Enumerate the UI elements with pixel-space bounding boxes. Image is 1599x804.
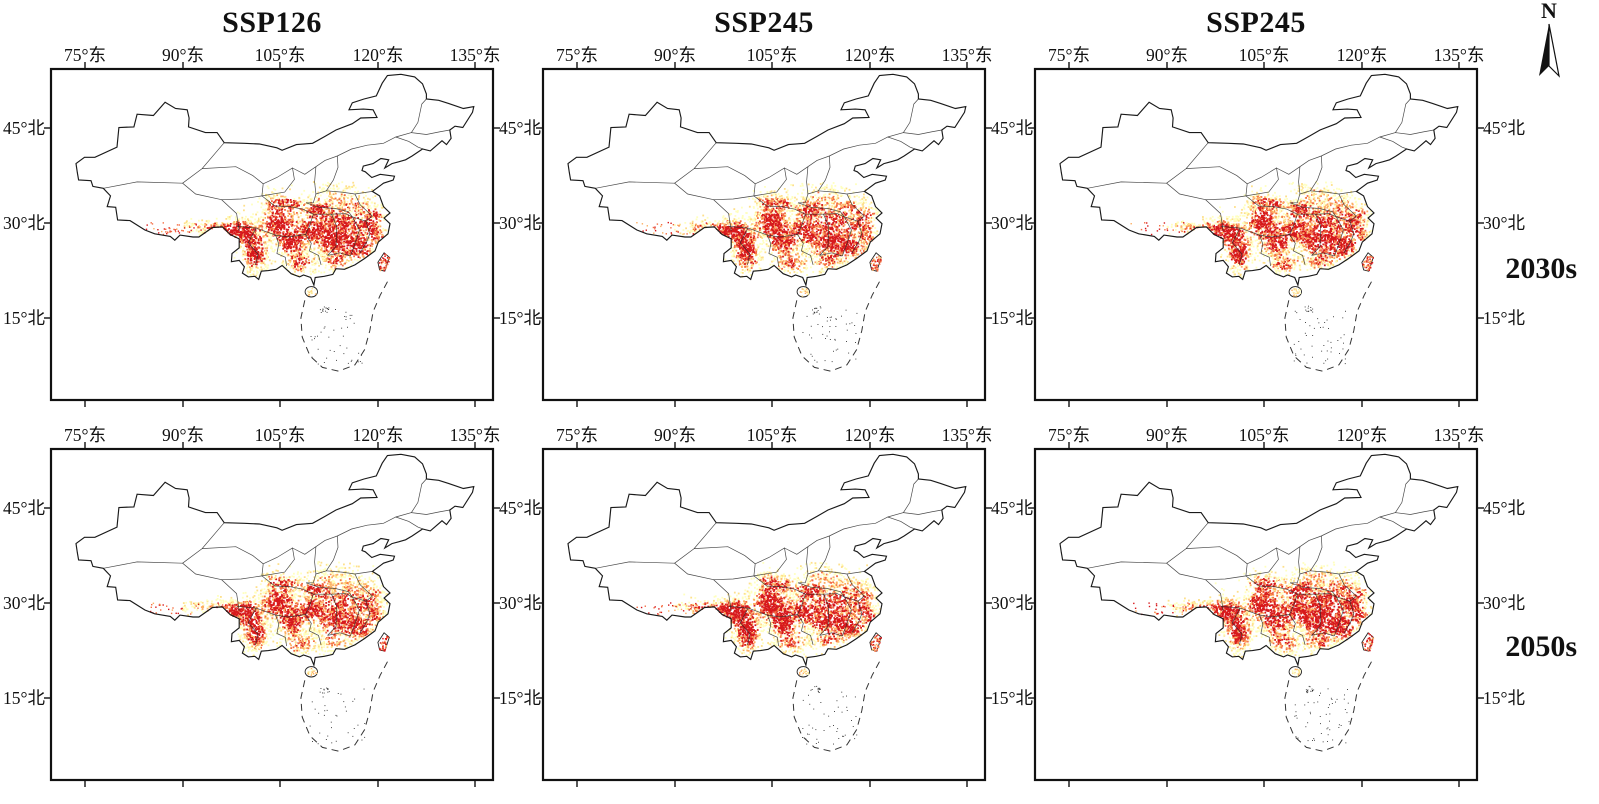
latitude-axis-left: 45°北 30°北 15°北 <box>1 448 47 781</box>
longitude-axis: 75°东 90°东 105°东 120°东 135°东 <box>50 422 500 448</box>
lat-tick-label: 15°北 <box>499 688 541 708</box>
map-panel-ssp245b-2030s: SSP245 75°东 90°东 105°东 120°东 135°东 45°北 … <box>1028 4 1525 407</box>
longitude-axis: 75°东 90°东 105°东 120°东 135°东 <box>50 42 500 68</box>
map-frame: 45°北 30°北 15°北 45°北 30°北 15°北 <box>3 442 541 787</box>
lat-tick-label: 30°北 <box>991 213 1033 233</box>
latitude-axis-right: 45°北 30°北 15°北 <box>989 68 1035 401</box>
map-frame: 45°北 30°北 15°北 <box>1028 442 1525 787</box>
panel-title: SSP245 <box>1034 4 1478 42</box>
lon-tick-label: 135°东 <box>1434 42 1485 67</box>
lon-tick-label: 120°东 <box>1337 42 1388 67</box>
map-row-2050s: 75°东 90°东 105°东 120°东 135°东 45°北 30°北 15… <box>3 422 1525 787</box>
north-arrow-icon <box>1539 23 1560 78</box>
lon-tick-label: 120°东 <box>845 422 896 447</box>
longitude-axis: 75°东 90°东 105°东 120°东 135°东 <box>542 42 992 68</box>
lon-tick-label: 120°东 <box>353 42 404 67</box>
latitude-axis-right: 45°北 30°北 15°北 <box>989 448 1035 781</box>
china-map <box>536 442 992 787</box>
lon-tick-label: 90°东 <box>1146 42 1188 67</box>
row-label-2050s: 2050s <box>1505 630 1577 664</box>
lon-tick-label: 135°东 <box>942 42 993 67</box>
lat-tick-label: 15°北 <box>991 308 1033 328</box>
map-panel-ssp126-2030s: SSP126 75°东 90°东 105°东 120°东 135°东 45°北 … <box>3 4 541 407</box>
lon-tick-label: 75°东 <box>556 422 598 447</box>
lat-tick-label: 15°北 <box>991 688 1033 708</box>
lon-tick-label: 90°东 <box>654 422 696 447</box>
lat-tick-label: 45°北 <box>3 118 45 138</box>
lon-tick-label: 105°东 <box>747 422 798 447</box>
lon-tick-label: 120°东 <box>845 42 896 67</box>
lat-tick-label: 15°北 <box>1483 308 1525 328</box>
china-map <box>44 62 500 407</box>
lat-tick-label: 45°北 <box>3 498 45 518</box>
lon-tick-label: 75°东 <box>64 422 106 447</box>
map-panel-ssp245-2030s: SSP245 75°东 90°东 105°东 120°东 135°东 45°北 … <box>536 4 1033 407</box>
lat-tick-label: 15°北 <box>3 688 45 708</box>
lon-tick-label: 135°东 <box>942 422 993 447</box>
lat-tick-label: 30°北 <box>991 593 1033 613</box>
lat-tick-label: 45°北 <box>991 498 1033 518</box>
map-frame: 45°北 30°北 15°北 <box>1028 62 1525 407</box>
china-map <box>1028 62 1484 407</box>
map-frame: 45°北 30°北 15°北 <box>536 62 1033 407</box>
map-frame: 45°北 30°北 15°北 45°北 30°北 15°北 <box>3 62 541 407</box>
lon-tick-label: 90°东 <box>162 42 204 67</box>
longitude-axis: 75°东 90°东 105°东 120°东 135°东 <box>542 422 992 448</box>
lon-tick-label: 105°东 <box>255 422 306 447</box>
lon-tick-label: 105°东 <box>255 42 306 67</box>
lon-tick-label: 120°东 <box>1337 422 1388 447</box>
lon-tick-label: 75°东 <box>1048 422 1090 447</box>
lat-tick-label: 45°北 <box>1483 498 1525 518</box>
lat-tick-label: 15°北 <box>1483 688 1525 708</box>
lat-tick-label: 30°北 <box>499 213 541 233</box>
panel-title: SSP126 <box>50 4 494 42</box>
lat-tick-label: 45°北 <box>499 498 541 518</box>
map-frame: 45°北 30°北 15°北 <box>536 442 1033 787</box>
lat-tick-label: 30°北 <box>499 593 541 613</box>
lat-tick-label: 45°北 <box>499 118 541 138</box>
lat-tick-label: 30°北 <box>1483 213 1525 233</box>
map-panel-ssp245b-2050s: 75°东 90°东 105°东 120°东 135°东 45°北 30°北 15… <box>1028 422 1525 787</box>
north-label: N <box>1529 0 1569 22</box>
lon-tick-label: 75°东 <box>556 42 598 67</box>
latitude-axis-right: 45°北 30°北 15°北 <box>1481 448 1527 781</box>
latitude-axis-right: 45°北 30°北 15°北 <box>1481 68 1527 401</box>
lon-tick-label: 75°东 <box>64 42 106 67</box>
lon-tick-label: 90°东 <box>654 42 696 67</box>
panel-title: SSP245 <box>542 4 986 42</box>
lon-tick-label: 105°东 <box>1239 42 1290 67</box>
row-label-2030s: 2030s <box>1505 252 1577 286</box>
lon-tick-label: 90°东 <box>1146 422 1188 447</box>
lat-tick-label: 30°北 <box>3 213 45 233</box>
latitude-axis-right: 45°北 30°北 15°北 <box>497 448 543 781</box>
lon-tick-label: 135°东 <box>450 422 501 447</box>
lat-tick-label: 45°北 <box>1483 118 1525 138</box>
lon-tick-label: 105°东 <box>747 42 798 67</box>
lat-tick-label: 30°北 <box>1483 593 1525 613</box>
china-map <box>1028 442 1484 787</box>
map-panel-ssp126-2050s: 75°东 90°东 105°东 120°东 135°东 45°北 30°北 15… <box>3 422 541 787</box>
latitude-axis-left: 45°北 30°北 15°北 <box>1 68 47 401</box>
lon-tick-label: 75°东 <box>1048 42 1090 67</box>
map-row-2030s: SSP126 75°东 90°东 105°东 120°东 135°东 45°北 … <box>3 4 1525 407</box>
lat-tick-label: 15°北 <box>3 308 45 328</box>
lat-tick-label: 45°北 <box>991 118 1033 138</box>
lat-tick-label: 30°北 <box>3 593 45 613</box>
lon-tick-label: 135°东 <box>450 42 501 67</box>
longitude-axis: 75°东 90°东 105°东 120°东 135°东 <box>1034 42 1484 68</box>
lon-tick-label: 120°东 <box>353 422 404 447</box>
latitude-axis-right: 45°北 30°北 15°北 <box>497 68 543 401</box>
lon-tick-label: 105°东 <box>1239 422 1290 447</box>
lon-tick-label: 135°东 <box>1434 422 1485 447</box>
china-map <box>44 442 500 787</box>
china-map <box>536 62 992 407</box>
lat-tick-label: 15°北 <box>499 308 541 328</box>
lon-tick-label: 90°东 <box>162 422 204 447</box>
map-panel-ssp245-2050s: 75°东 90°东 105°东 120°东 135°东 45°北 30°北 15… <box>536 422 1033 787</box>
north-arrow: N <box>1529 0 1569 80</box>
longitude-axis: 75°东 90°东 105°东 120°东 135°东 <box>1034 422 1484 448</box>
